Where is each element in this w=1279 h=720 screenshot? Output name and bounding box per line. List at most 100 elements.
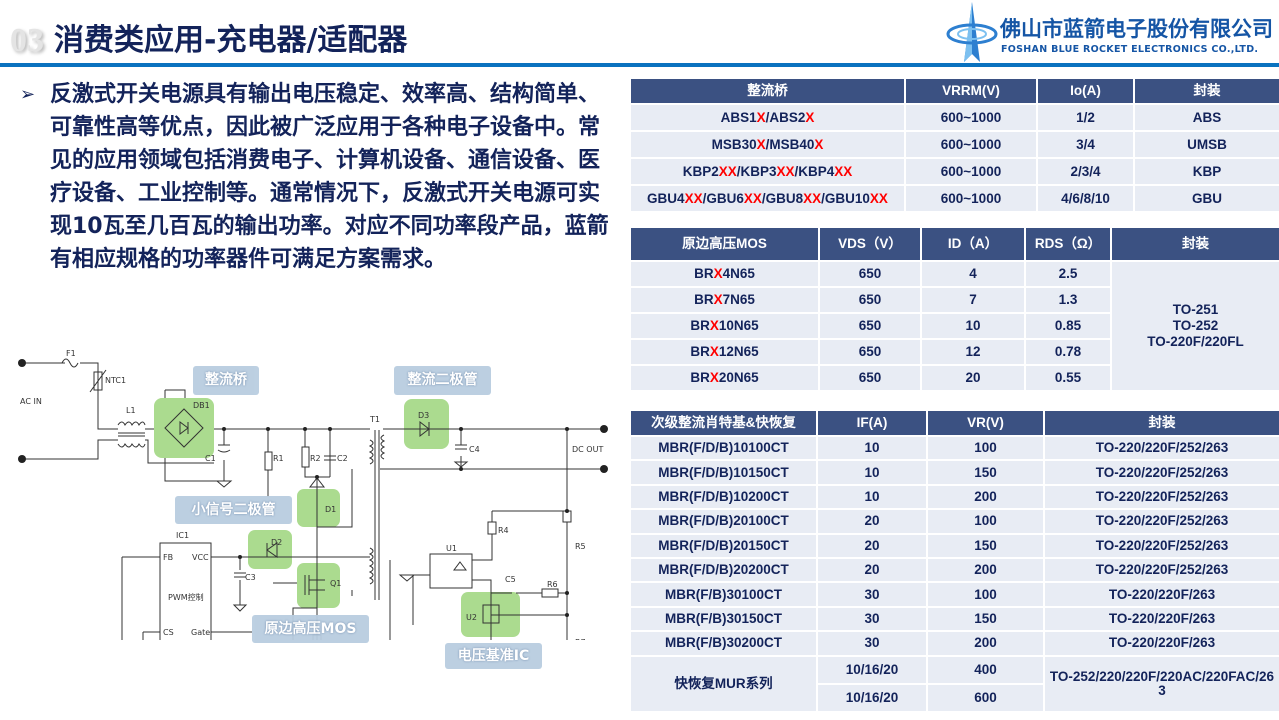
table-cell: 2/3/4 (1036, 157, 1135, 186)
column-header: Io(A) (1036, 77, 1135, 105)
section-number: 03 (10, 22, 44, 59)
label-ref-ic: 电压基准IC (445, 643, 542, 669)
table-row: KBP2XX/KBP3XX/KBP4XX 600~1000 2/3/4 KBP (629, 157, 1279, 186)
c3-label: C3 (245, 573, 256, 582)
table-cell: 150 (926, 605, 1045, 633)
table-cell: 600~1000 (904, 103, 1038, 132)
table-cell: GBU (1133, 184, 1279, 213)
table-cell: 650 (818, 260, 922, 288)
table-row: BRX4N65 650 4 2.5 TO-251 TO-252 TO-220F/220FL (629, 260, 1279, 392)
table-cell: 100 (926, 508, 1045, 535)
table-cell: 100 (926, 434, 1045, 462)
model-cell: BRX4N65 (629, 260, 820, 288)
table-cell: TO-220/220F/263 (1043, 581, 1279, 608)
r5-label: R5 (575, 542, 586, 551)
dc-out-label: DC OUT (572, 445, 603, 454)
model-cell: ABS1X/ABS2X (629, 103, 906, 132)
model-cell: KBP2XX/KBP3XX/KBP4XX (629, 157, 906, 186)
table-cell: 0.85 (1024, 312, 1112, 340)
arrow-bullet-icon: ➢ (20, 84, 36, 105)
table-cell: 1/2 (1036, 103, 1135, 132)
model-cell: MSB30X/MSB40X (629, 130, 906, 159)
table-cell: 400 (926, 654, 1045, 685)
gate-pin-label: Gate (191, 628, 210, 637)
package-cell: TO-251 TO-252 TO-220F/220FL (1110, 260, 1279, 392)
table-row: MBR(F/D/B)20150CT 20 150 TO-220/220F/252/26… (629, 532, 1279, 559)
variant-placeholder: XX (743, 190, 762, 206)
table-cell: MBR(F/D/B)10150CT (629, 459, 818, 486)
table-cell: 7 (920, 286, 1026, 314)
f1-label: F1 (66, 349, 76, 358)
q1-highlight (297, 563, 340, 608)
d1-highlight (297, 489, 340, 527)
model-cell: BRX10N65 (629, 312, 820, 340)
c4-label: C4 (469, 445, 480, 454)
table-cell: 30 (816, 630, 928, 657)
table-cell: 20 (816, 556, 928, 584)
mur-series-cell: 快恢复MUR系列 (629, 654, 818, 713)
table-cell: 600~1000 (904, 130, 1038, 159)
primary-mos-table: 原边高压MOS VDS（V） ID（A） RDS（Ω） 封装 BRX4N65 650 4 2.5… (629, 226, 1279, 392)
table-row: BRX10N65 650 10 0.85 (629, 312, 1279, 340)
column-header: 封装 (1133, 77, 1279, 105)
r7-label: R7 (575, 638, 586, 640)
package-line: TO-220F/220FL (1147, 334, 1244, 349)
variant-placeholder: X (709, 344, 719, 359)
table-cell: ABS (1133, 103, 1279, 132)
table-cell: UMSB (1133, 130, 1279, 159)
variant-placeholder: XX (869, 190, 888, 206)
table-row: BRX12N65 650 12 0.78 (629, 338, 1279, 366)
u1-label: U1 (446, 544, 457, 553)
table-cell: MBR(F/D/B)10200CT (629, 483, 818, 511)
table-cell: 4/6/8/10 (1036, 184, 1135, 213)
table-row: MBR(F/B)30150CT 30 150 TO-220/220F/263 (629, 605, 1279, 633)
d1-label: D1 (325, 505, 336, 514)
column-header: RDS（Ω） (1024, 226, 1112, 262)
package-line: TO-252 (1172, 318, 1219, 333)
db1-highlight (154, 398, 214, 458)
table-cell: 200 (926, 483, 1045, 511)
table-row: MBR(F/D/B)20100CT 20 100 TO-220/220F/252/26… (629, 508, 1279, 535)
r6-label: R6 (547, 580, 558, 589)
header-row: 整流桥 VRRM(V) Io(A) 封装 (629, 77, 1279, 105)
table-row: BRX20N65 650 20 0.55 (629, 364, 1279, 392)
c2-label: C2 (337, 454, 348, 463)
table-cell: TO-220/220F/252/263 (1043, 459, 1279, 486)
table-cell: 100 (926, 581, 1045, 608)
variant-placeholder: X (756, 136, 766, 152)
table-cell: TO-220/220F/263 (1043, 605, 1279, 633)
label-bridge: 整流桥 (193, 366, 259, 395)
table-cell: 600 (926, 682, 1045, 713)
mur-package-cell: TO-252/220/220F/220AC/220FAC/263 (1043, 654, 1279, 713)
column-header: 原边高压MOS (629, 226, 820, 262)
ac-in-label: AC IN (20, 397, 42, 406)
table-cell: 0.78 (1024, 338, 1112, 366)
table-row: MBR(F/B)30100CT 30 100 TO-220/220F/263 (629, 581, 1279, 608)
table-row: MSB30X/MSB40X 600~1000 3/4 UMSB (629, 130, 1279, 159)
table-cell: 20 (920, 364, 1026, 392)
d2-highlight (248, 530, 292, 569)
column-header: 次级整流肖特基&快恢复 (629, 409, 818, 437)
bridge-rectifier-table: 整流桥 VRRM(V) Io(A) 封装 ABS1X/ABS2X 600~1000 1/2 A… (629, 77, 1279, 213)
q1-label: Q1 (330, 579, 341, 588)
table-cell: 600~1000 (904, 184, 1038, 213)
table-row: MBR(F/B)30200CT 30 200 TO-220/220F/263 (629, 630, 1279, 657)
model-cell: BRX20N65 (629, 364, 820, 392)
variant-placeholder: X (713, 292, 723, 307)
secondary-rectifier-table: 次级整流肖特基&快恢复 IF(A) VR(V) 封装 MBR(F/D/B)10100CT… (629, 409, 1279, 713)
r4-label: R4 (498, 526, 509, 535)
table-cell: 20 (816, 508, 928, 535)
table-cell: MBR(F/B)30150CT (629, 605, 818, 633)
table-row: MBR(F/D/B)10200CT 10 200 TO-220/220F/252/26… (629, 483, 1279, 511)
table-cell: MBR(F/D/B)20150CT (629, 532, 818, 559)
table-row: MBR(F/D/B)20200CT 20 200 TO-220/220F/252/26… (629, 556, 1279, 584)
package-line: TO-251 (1172, 302, 1219, 317)
table-cell: TO-220/220F/263 (1043, 630, 1279, 657)
variant-placeholder: X (709, 370, 719, 385)
table-row: ABS1X/ABS2X 600~1000 1/2 ABS (629, 103, 1279, 132)
variant-placeholder: XX (684, 190, 703, 206)
d3-label: D3 (418, 411, 429, 420)
column-header: VRRM(V) (904, 77, 1038, 105)
variant-placeholder: X (814, 136, 824, 152)
table-cell: MBR(F/B)30200CT (629, 630, 818, 657)
